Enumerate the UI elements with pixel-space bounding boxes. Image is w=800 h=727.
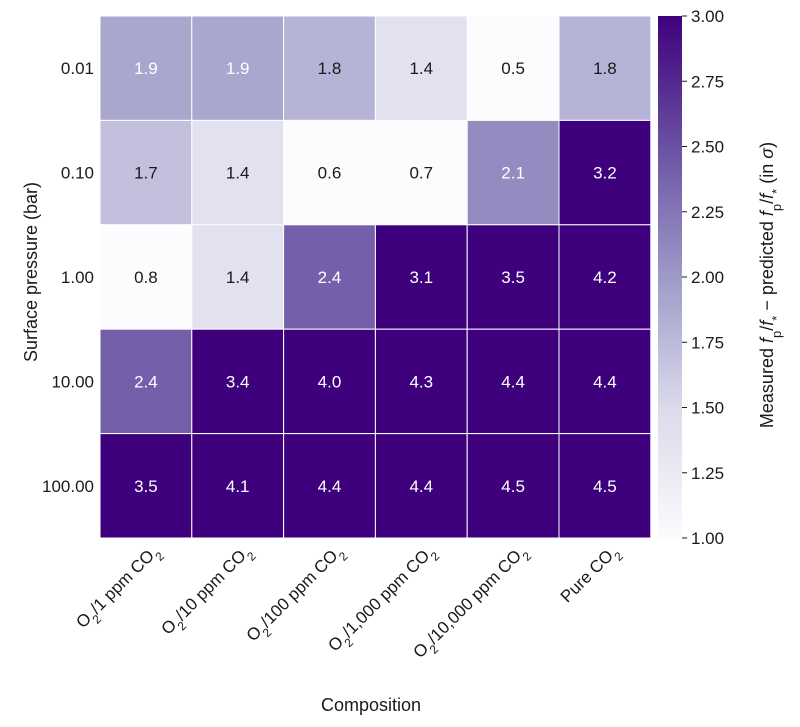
x-tick-label: O2/100 ppm CO2 [243,541,351,649]
cell-value-label: 3.4 [226,372,250,391]
heatmap-cell [466,15,560,121]
heatmap-cell [558,328,652,435]
heatmap-cell [558,433,652,539]
colorbar-tick-label: 1.75 [691,333,724,352]
cell-value-label: 1.4 [226,164,250,183]
heatmap-cell [558,15,652,121]
cell-value-label: 2.1 [501,164,525,183]
y-tick-label: 0.10 [61,164,94,183]
heatmap-cell [558,119,652,226]
colorbar-tick-label: 3.00 [691,7,724,26]
cell-value-label: 1.8 [318,59,342,78]
colorbar-tick-label: 2.75 [691,72,724,91]
x-tick-label: O2/10 ppm CO2 [157,541,259,643]
cell-value-label: 1.9 [134,59,158,78]
colorbar-tick-label: 2.50 [691,138,724,157]
heatmap-cell [283,15,376,121]
cell-value-label: 2.4 [134,372,158,391]
heatmap-cell [374,224,468,330]
cell-value-label: 1.4 [226,268,250,287]
cell-value-label: 4.3 [409,372,433,391]
cell-value-label: 1.9 [226,59,250,78]
heatmap-cell [191,15,285,121]
cell-value-label: 1.4 [409,59,433,78]
heatmap-cell [283,328,376,435]
colorbar [658,16,682,538]
x-tick-label: Pure CO2 [557,541,626,610]
heatmap-cell [466,328,560,435]
heatmap-cell [283,433,376,539]
cell-value-label: 4.5 [501,477,525,496]
colorbar-ticks: 1.00 1.25 1.50 1.75 2.00 2.25 2.50 2.75 3.00 [682,7,724,548]
cell-value-label: 3.5 [134,477,158,496]
heatmap-cell [191,328,285,435]
colorbar-tick-label: 2.25 [691,203,724,222]
y-tick-label: 0.01 [61,59,94,78]
colorbar-tick-label: 1.25 [691,464,724,483]
cell-value-label: 2.4 [318,268,342,287]
cell-value-label: 0.8 [134,268,158,287]
cell-value-label: 1.8 [593,59,617,78]
heatmap-cell [99,15,193,121]
heatmap-cell [374,328,468,435]
heatmap-cell [99,433,193,539]
colorbar-tick-label: 2.00 [691,268,724,287]
colorbar-tick-label: 1.50 [691,399,724,418]
heatmap-cell [191,224,285,330]
heatmap-cells: 1.9 1.9 1.8 1.4 0.5 1.8 1.7 1.4 0.6 0.7 2.1 3.2 0.8 1… [99,15,652,539]
heatmap-cell [374,119,468,226]
heatmap-cell [558,224,652,330]
x-axis-title: Composition [321,695,421,715]
heatmap-cell [374,433,468,539]
cell-value-label: 3.2 [593,164,617,183]
colorbar-tick-label: 1.00 [691,529,724,548]
heatmap-cell [466,224,560,330]
cell-value-label: 3.1 [409,268,433,287]
cell-value-label: 4.4 [318,477,342,496]
cell-value-label: 0.5 [501,59,525,78]
cell-value-label: 4.2 [593,268,617,287]
colorbar-label: Measured fp/f* − predicted fp/f* (in σ) [757,142,784,428]
y-tick-label: 10.00 [51,372,94,391]
cell-value-label: 4.1 [226,477,250,496]
y-tick-labels: 0.01 0.10 1.00 10.00 100.00 [42,59,94,496]
cell-value-label: 0.7 [409,164,433,183]
cell-value-label: 1.7 [134,164,158,183]
y-axis-title: Surface pressure (bar) [21,182,41,362]
cell-value-label: 4.4 [409,477,433,496]
heatmap-cell [466,433,560,539]
x-tick-label: O2/1 ppm CO2 [72,541,167,636]
cell-value-label: 4.0 [318,372,342,391]
heatmap-cell [283,224,376,330]
cell-value-label: 4.4 [501,372,525,391]
cell-value-label: 4.4 [593,372,617,391]
heatmap-cell [99,224,193,330]
cell-value-label: 4.5 [593,477,617,496]
y-tick-label: 1.00 [61,268,94,287]
heatmap-cell [374,15,468,121]
cell-value-label: 3.5 [501,268,525,287]
heatmap-cell [191,119,285,226]
y-tick-label: 100.00 [42,477,94,496]
heatmap-cell [99,328,193,435]
cell-value-label: 0.6 [318,164,342,183]
